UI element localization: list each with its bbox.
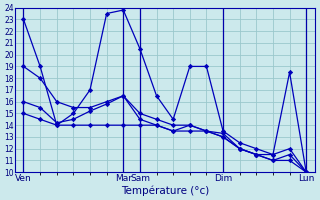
X-axis label: Température (°c): Température (°c)	[121, 185, 209, 196]
